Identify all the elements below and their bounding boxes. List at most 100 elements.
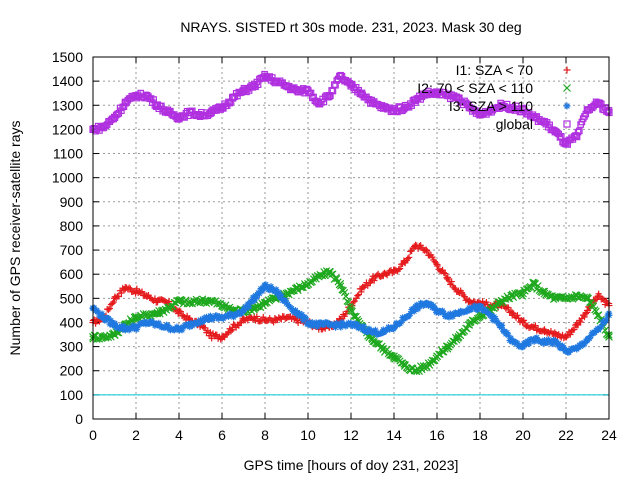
data-point bbox=[175, 296, 183, 305]
data-point bbox=[111, 321, 118, 329]
legend-marker bbox=[563, 66, 571, 74]
data-point bbox=[189, 322, 196, 330]
data-point bbox=[300, 317, 307, 324]
data-point bbox=[186, 321, 194, 329]
data-point bbox=[549, 340, 556, 348]
data-point bbox=[591, 329, 599, 336]
data-point bbox=[555, 340, 562, 347]
data-point bbox=[599, 295, 606, 303]
data-point bbox=[508, 291, 517, 300]
data-point bbox=[138, 288, 146, 295]
x-tick-label: 8 bbox=[261, 427, 269, 443]
data-point bbox=[586, 335, 593, 342]
data-point bbox=[401, 104, 409, 112]
data-point bbox=[519, 318, 527, 326]
data-point bbox=[551, 294, 560, 303]
y-tick-label: 800 bbox=[60, 218, 84, 234]
data-point bbox=[505, 332, 512, 339]
data-point bbox=[465, 304, 473, 312]
legend: I1: SZA < 70 I2: 70 < SZA < 110 I3: SZA > … bbox=[417, 62, 571, 132]
data-point bbox=[519, 289, 527, 298]
plot-frame bbox=[92, 56, 610, 420]
data-point bbox=[261, 72, 269, 80]
data-point bbox=[476, 304, 484, 312]
data-point bbox=[133, 326, 141, 333]
x-tick-label: 18 bbox=[472, 427, 488, 443]
data-point bbox=[347, 82, 355, 90]
data-point bbox=[413, 301, 420, 309]
data-point bbox=[253, 294, 261, 301]
data-point bbox=[476, 111, 484, 119]
data-point bbox=[551, 338, 559, 346]
data-point bbox=[121, 99, 129, 107]
data-point bbox=[494, 319, 502, 326]
data-point bbox=[432, 259, 440, 267]
data-point bbox=[347, 306, 355, 315]
data-point bbox=[551, 128, 559, 136]
data-point bbox=[120, 322, 128, 330]
y-tick-label: 100 bbox=[60, 387, 84, 403]
data-point bbox=[592, 307, 600, 316]
data-point bbox=[447, 310, 454, 317]
data-point bbox=[463, 325, 471, 333]
data-point bbox=[454, 333, 463, 341]
data-point bbox=[451, 284, 458, 292]
data-point bbox=[110, 330, 119, 339]
data-point bbox=[369, 275, 376, 283]
data-point bbox=[412, 241, 419, 249]
data-point bbox=[530, 113, 538, 121]
data-point bbox=[315, 99, 323, 107]
data-point bbox=[278, 292, 285, 299]
data-point bbox=[203, 313, 210, 321]
data-point bbox=[598, 323, 605, 330]
data-point bbox=[423, 247, 431, 255]
data-point bbox=[276, 294, 284, 301]
data-point bbox=[573, 133, 581, 141]
data-point bbox=[229, 323, 237, 331]
data-point bbox=[530, 335, 538, 343]
data-point bbox=[416, 303, 423, 310]
data-point bbox=[218, 333, 226, 341]
data-point bbox=[449, 313, 457, 320]
data-point bbox=[223, 330, 231, 338]
data-point bbox=[282, 297, 289, 304]
data-point bbox=[106, 320, 113, 328]
data-point bbox=[411, 308, 418, 315]
x-tick-label: 16 bbox=[429, 427, 445, 443]
data-point bbox=[153, 308, 162, 317]
data-point bbox=[243, 305, 250, 312]
data-point bbox=[175, 326, 183, 334]
data-point bbox=[562, 294, 570, 303]
data-point bbox=[562, 347, 570, 355]
data-point bbox=[583, 106, 592, 114]
x-tick-label: 10 bbox=[300, 427, 316, 443]
data-point bbox=[315, 321, 323, 329]
data-point bbox=[250, 314, 258, 322]
data-point bbox=[146, 320, 153, 327]
data-point bbox=[401, 314, 409, 322]
data-point bbox=[309, 319, 316, 326]
data-point bbox=[444, 275, 452, 283]
data-point bbox=[405, 312, 413, 320]
data-point bbox=[577, 318, 584, 326]
data-point bbox=[143, 292, 151, 300]
data-point bbox=[497, 296, 506, 305]
data-point bbox=[132, 287, 140, 295]
y-tick-label: 900 bbox=[60, 194, 84, 210]
data-point bbox=[358, 89, 366, 97]
data-point bbox=[304, 318, 312, 326]
data-point bbox=[132, 313, 140, 322]
data-point bbox=[501, 328, 508, 335]
data-point bbox=[573, 345, 581, 353]
y-tick-label: 1100 bbox=[53, 146, 83, 162]
y-tick-label: 600 bbox=[60, 266, 84, 282]
data-point bbox=[245, 303, 253, 310]
data-point bbox=[594, 292, 602, 300]
data-point bbox=[207, 108, 215, 117]
data-point bbox=[465, 320, 474, 329]
data-point bbox=[193, 321, 200, 328]
data-point bbox=[100, 314, 108, 322]
data-point bbox=[256, 290, 263, 297]
data-point bbox=[414, 305, 422, 313]
data-point bbox=[196, 296, 205, 305]
